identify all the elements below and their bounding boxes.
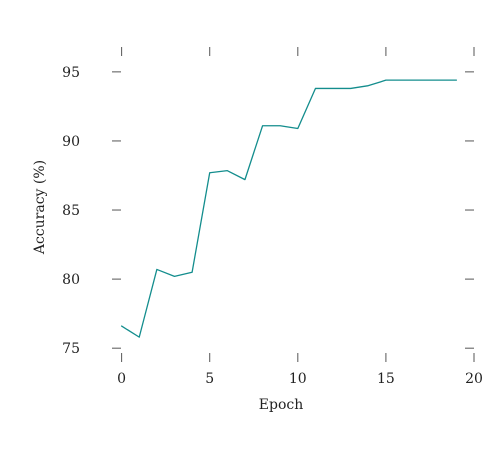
y-axis-label: Accuracy (%) [32, 160, 48, 255]
y-tick-label: 75 [62, 341, 80, 357]
x-tick-label: 5 [205, 371, 214, 387]
x-tick-label: 10 [289, 371, 307, 387]
axis-ticks: 0 5 10 15 20 75 80 85 90 95 [62, 47, 483, 387]
y-tick-label: 90 [62, 134, 80, 150]
series-line-0 [120, 79, 458, 338]
x-tick-label: 15 [377, 371, 395, 387]
x-tick-label: 0 [117, 371, 126, 387]
y-tick-label: 80 [62, 272, 80, 288]
x-tick-label: 20 [465, 371, 483, 387]
y-tick-label: 85 [62, 203, 80, 219]
y-tick-label: 95 [62, 65, 80, 81]
x-axis-label: Epoch [259, 397, 303, 413]
series-layer [120, 79, 458, 338]
